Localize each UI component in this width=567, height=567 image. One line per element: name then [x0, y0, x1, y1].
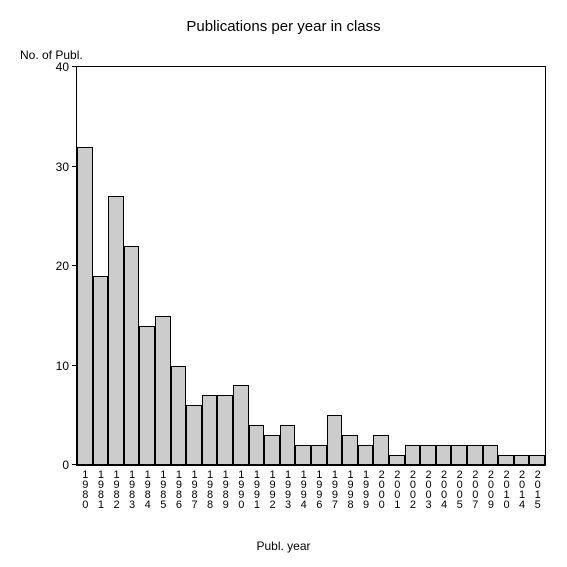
x-tick-label: 2009 — [485, 465, 496, 509]
bar — [217, 395, 233, 465]
bar — [358, 445, 374, 465]
bar — [155, 316, 171, 465]
y-tick-mark — [72, 365, 77, 366]
bar — [405, 445, 421, 465]
y-tick-label: 20 — [39, 260, 77, 272]
x-tick-label: 1987 — [189, 465, 200, 509]
bar — [249, 425, 265, 465]
bar — [233, 385, 249, 465]
x-tick-label: 1982 — [111, 465, 122, 509]
x-tick-label: 1984 — [142, 465, 153, 509]
bar — [77, 147, 93, 465]
bar — [295, 445, 311, 465]
bar — [186, 405, 202, 465]
x-tick-label: 2001 — [391, 465, 402, 509]
y-tick-label: 10 — [39, 360, 77, 372]
plot-area: 010203040 198019811982198319841985198619… — [76, 66, 546, 466]
y-tick-mark — [72, 265, 77, 266]
bar — [498, 455, 514, 465]
x-tick-label: 2015 — [532, 465, 543, 509]
x-tick-label: 2014 — [516, 465, 527, 509]
x-tick-label: 2010 — [501, 465, 512, 509]
bar — [280, 425, 296, 465]
x-tick-label: 1991 — [251, 465, 262, 509]
x-tick-label: 1980 — [79, 465, 90, 509]
bar — [467, 445, 483, 465]
bar — [420, 445, 436, 465]
bar — [171, 366, 187, 466]
bar — [327, 415, 343, 465]
x-tick-label: 1989 — [220, 465, 231, 509]
x-tick-label: 2005 — [454, 465, 465, 509]
x-tick-label: 1988 — [204, 465, 215, 509]
chart-container: Publications per year in class No. of Pu… — [0, 0, 567, 567]
y-tick-label: 40 — [39, 61, 77, 73]
x-tick-label: 1997 — [329, 465, 340, 509]
bar — [264, 435, 280, 465]
bar — [342, 435, 358, 465]
x-tick-label: 2000 — [376, 465, 387, 509]
bar — [529, 455, 545, 465]
y-tick-mark — [72, 66, 77, 67]
x-tick-label: 2007 — [469, 465, 480, 509]
y-tick-label: 0 — [39, 459, 77, 471]
bar — [202, 395, 218, 465]
x-tick-label: 2004 — [438, 465, 449, 509]
x-tick-label: 1986 — [173, 465, 184, 509]
bar — [451, 445, 467, 465]
bar — [124, 246, 140, 465]
bar — [93, 276, 109, 465]
bar — [373, 435, 389, 465]
bar — [389, 455, 405, 465]
y-tick-mark — [72, 464, 77, 465]
y-tick-label: 30 — [39, 161, 77, 173]
x-tick-label: 1981 — [95, 465, 106, 509]
x-tick-label: 1985 — [157, 465, 168, 509]
bar — [483, 445, 499, 465]
bars-group — [77, 67, 545, 465]
bar — [108, 196, 124, 465]
bar — [139, 326, 155, 465]
y-axis-label: No. of Publ. — [20, 48, 83, 62]
x-tick-label: 1993 — [282, 465, 293, 509]
y-tick-mark — [72, 166, 77, 167]
bar — [311, 445, 327, 465]
x-tick-label: 1990 — [235, 465, 246, 509]
x-tick-label: 1996 — [313, 465, 324, 509]
x-tick-label: 1998 — [345, 465, 356, 509]
x-tick-label: 1999 — [360, 465, 371, 509]
x-tick-label: 2002 — [407, 465, 418, 509]
x-axis-label: Publ. year — [0, 539, 567, 553]
x-tick-label: 1983 — [126, 465, 137, 509]
x-tick-label: 1992 — [267, 465, 278, 509]
bar — [436, 445, 452, 465]
x-tick-label: 1994 — [298, 465, 309, 509]
chart-title: Publications per year in class — [0, 18, 567, 35]
x-tick-label: 2003 — [423, 465, 434, 509]
bar — [514, 455, 530, 465]
